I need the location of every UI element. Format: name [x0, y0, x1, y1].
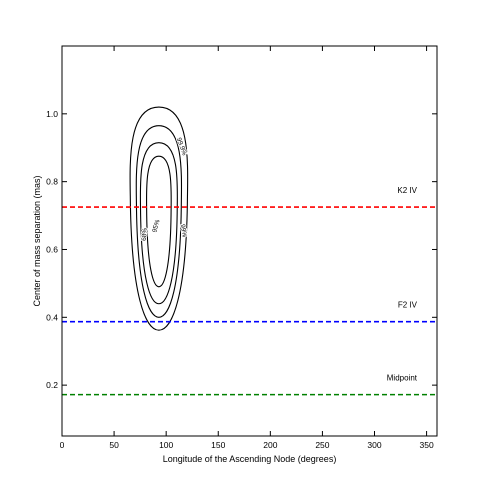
reference-lines: [62, 206, 437, 396]
plot-frame: [61, 45, 438, 437]
y-axis: 0.2 0.4 0.6 0.8 1.0: [46, 109, 437, 390]
x-tick-label: 0: [60, 440, 65, 450]
y-tick-label: 0.2: [46, 380, 58, 390]
x-axis-label: Longitude of the Ascending Node (degrees…: [163, 454, 337, 464]
contour-line: [139, 142, 178, 305]
x-axis: 0 50 100 150 200 250 300 350: [60, 46, 434, 450]
contour-label: 99.9%: [175, 137, 188, 157]
contour-line: [145, 155, 172, 288]
reference-labels: K2 IV F2 IV Midpoint: [387, 186, 418, 383]
x-tick-label: 50: [109, 440, 119, 450]
x-tick-label: 200: [263, 440, 277, 450]
contour-line: [129, 106, 189, 331]
y-tick-label: 0.8: [46, 177, 58, 187]
contour-label: 99%: [179, 224, 188, 238]
x-tick-label: 350: [419, 440, 433, 450]
x-tick-label: 250: [315, 440, 329, 450]
reference-label: K2 IV: [397, 186, 417, 195]
reference-label: Midpoint: [387, 374, 418, 383]
contour-line: [135, 125, 183, 318]
contour-label: 95%: [151, 219, 161, 234]
x-tick-label: 300: [367, 440, 381, 450]
y-axis-label: Center of mass separation (mas): [32, 175, 42, 306]
reference-label: F2 IV: [398, 301, 418, 310]
y-tick-label: 1.0: [46, 109, 58, 119]
contour-lines: 99.9% 99% 95%68%: [129, 106, 189, 331]
x-tick-label: 150: [211, 440, 225, 450]
y-tick-label: 0.6: [46, 244, 58, 254]
y-tick-label: 0.4: [46, 312, 58, 322]
contour-label: 68%: [141, 227, 149, 241]
x-tick-label: 100: [159, 440, 173, 450]
